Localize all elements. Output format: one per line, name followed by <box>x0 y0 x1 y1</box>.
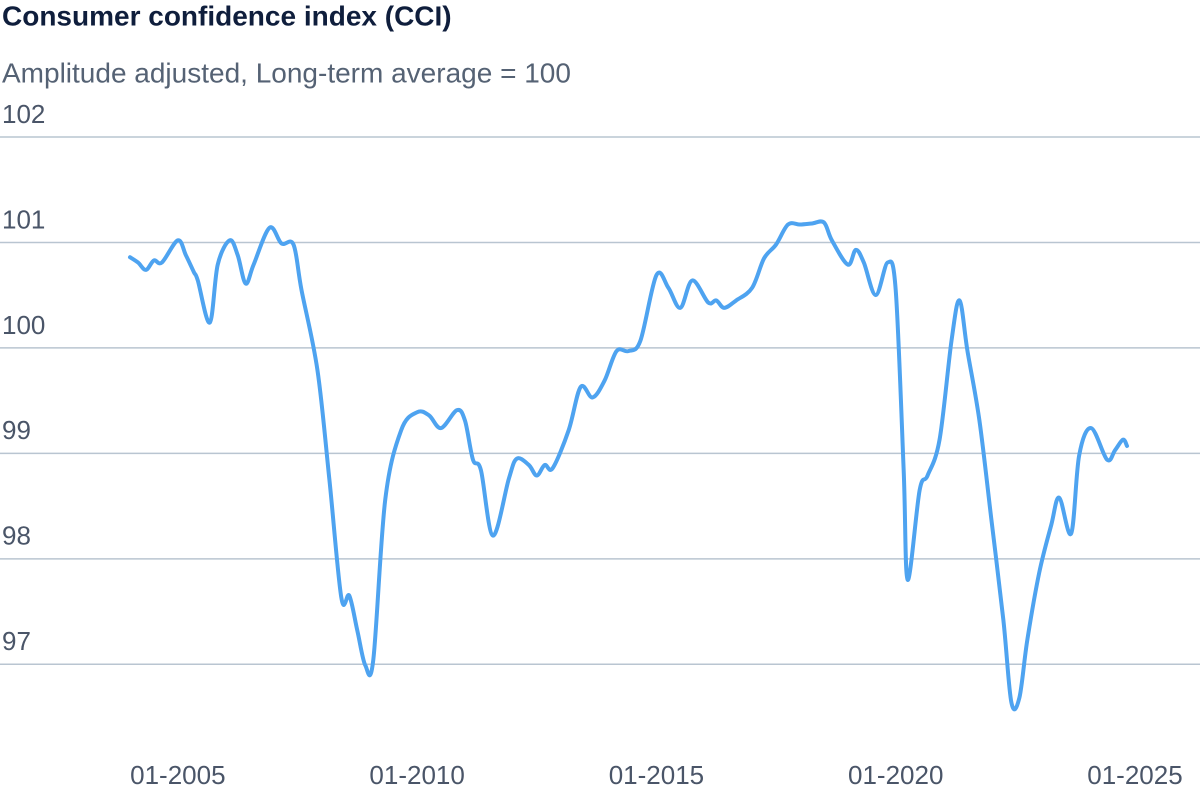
x-tick-label: 01-2020 <box>848 760 943 790</box>
x-tick-label: 01-2015 <box>609 760 704 790</box>
y-tick-label: 101 <box>2 204 45 234</box>
chart-title: Consumer confidence index (CCI) <box>2 0 452 31</box>
y-tick-label: 102 <box>2 99 45 129</box>
x-tick-label: 01-2025 <box>1087 760 1182 790</box>
data-line <box>128 219 1129 712</box>
x-tick-label: 01-2005 <box>130 760 225 790</box>
x-tick-label: 01-2010 <box>369 760 464 790</box>
y-tick-label: 99 <box>2 415 31 445</box>
y-tick-label: 98 <box>2 521 31 551</box>
chart-subtitle: Amplitude adjusted, Long-term average = … <box>2 57 571 88</box>
y-tick-label: 97 <box>2 626 31 656</box>
y-tick-label: 100 <box>2 310 45 340</box>
